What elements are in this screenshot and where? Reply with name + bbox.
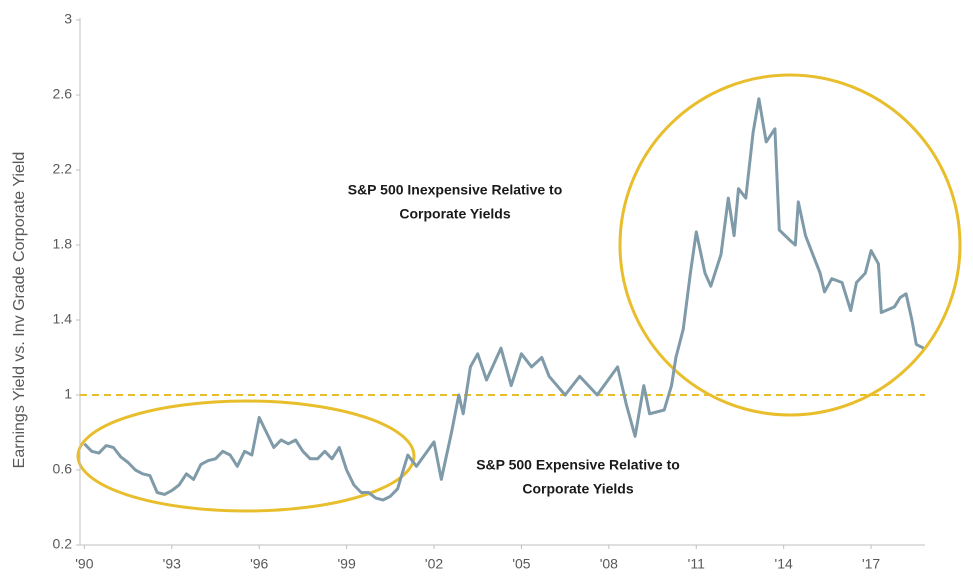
annotation: S&P 500 Expensive Relative to [476,457,680,473]
y-tick-label: 1.4 [53,311,73,327]
x-tick-label: '11 [688,556,705,572]
highlight-ellipse [76,399,416,513]
y-tick-label: 0.2 [53,536,73,552]
x-tick-label: '93 [163,556,181,572]
data-line [83,97,925,502]
x-tick-label: '90 [75,556,93,572]
x-tick-label: '08 [600,556,618,572]
highlight-circle [618,73,962,417]
x-tick-label: '17 [862,556,880,572]
x-tick-label: '05 [512,556,530,572]
y-tick-label: 1 [64,386,72,402]
y-tick-label: 0.6 [53,461,73,477]
x-tick-label: '02 [425,556,443,572]
x-tick-label: '14 [775,556,793,572]
annotation: Corporate Yields [399,206,510,222]
annotation: Corporate Yields [522,481,633,497]
y-tick-label: 2.2 [53,161,73,177]
y-tick-label: 1.8 [53,236,73,252]
y-axis-label: Earnings Yield vs. Inv Grade Corporate Y… [11,152,28,469]
x-tick-label: '99 [337,556,355,572]
x-tick-label: '96 [250,556,268,572]
y-tick-label: 3 [64,11,72,27]
y-tick-label: 2.6 [53,86,73,102]
annotation: S&P 500 Inexpensive Relative to [348,182,563,198]
